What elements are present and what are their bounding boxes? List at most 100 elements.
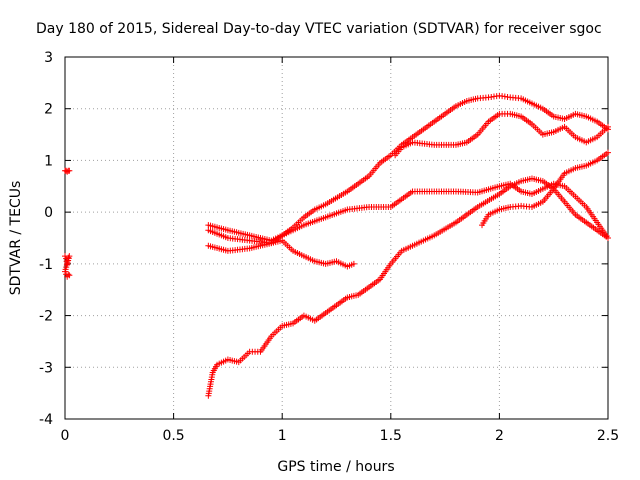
trace-point [298,223,305,230]
chart-title: Day 180 of 2015, Sidereal Day-to-day VTE… [36,21,602,37]
trace-point [494,207,501,214]
trace-point [472,95,479,102]
trace-point [254,348,261,355]
trace-point [385,203,392,210]
y-tick-labels: -4 -3 -2 -1 0 1 2 3 [39,50,53,428]
trace-point [342,207,349,214]
trace-point [549,187,556,194]
trace-point [570,166,577,173]
x-tick-label: 2 [495,428,504,444]
y-tick-label: -4 [39,412,53,428]
axis-ticks [64,56,609,420]
y-tick-label: -3 [39,360,53,376]
trace-point [244,237,251,244]
trace-point [364,285,371,292]
trace-point [375,277,382,284]
trace-point [472,205,479,212]
trace-point [537,186,544,193]
trace-point [266,335,273,342]
trace-point [320,311,327,318]
trace-point [548,129,555,136]
trace-point [309,207,316,214]
trace-point [288,246,295,253]
x-tick-label: 1.5 [380,428,402,444]
trace-point [482,94,489,101]
x-axis-title: GPS time / hours [277,459,394,475]
trace-point [375,161,382,168]
trace-point [277,238,284,245]
trace-point [244,350,251,357]
trace-point [516,187,523,194]
trace-point [244,245,251,252]
y-tick-label: 1 [44,153,53,169]
trace-point [429,233,436,240]
trace-point [298,252,305,259]
data-point [65,271,72,278]
trace-point [505,184,512,191]
trace-point [461,98,468,105]
trace-point [386,262,393,269]
trace-point [538,129,545,136]
trace-point [537,177,544,184]
y-tick-label: -2 [39,309,53,325]
trace-point [209,371,216,378]
data-point [66,272,73,279]
trace-point [570,132,577,139]
y-tick-label: -1 [39,257,53,273]
trace-point [570,209,577,216]
trace-point [450,141,457,148]
trace-point [299,216,306,223]
x-tick-label: 1 [278,428,287,444]
trace-point [212,363,219,370]
trace-point [450,220,457,227]
trace-point [505,204,512,211]
trace-point [233,358,240,365]
trace-point [309,257,316,264]
trace-point [353,292,360,299]
trace-point [515,179,522,186]
trace-point [222,234,229,241]
grid-lines [65,57,608,419]
trace-point [527,119,534,126]
trace-point [559,182,566,189]
trace-point [504,93,511,100]
y-axis-title: SDTVAR / TECUs [8,181,24,296]
y-tick-label: 3 [44,50,53,66]
x-tick-label: 0 [61,428,70,444]
trace-point [581,218,588,225]
trace-point [407,189,414,196]
series-sat-a [205,92,611,244]
trace-point [331,303,338,310]
trace-point [484,213,491,220]
trace-point [581,163,588,170]
trace-point [451,104,458,111]
series-sat-b [392,110,611,159]
trace-point [222,357,229,364]
series-sat-e [205,175,611,399]
trace-point [397,146,404,153]
series-sat-g [62,167,73,175]
trace-point [493,93,500,100]
trace-point [407,243,414,250]
trace-point [320,215,327,222]
y-tick-label: 2 [44,102,53,118]
trace-point [396,197,403,204]
trace-point [429,119,436,126]
trace-point [570,111,577,118]
trace-point [494,112,501,119]
trace-point [320,202,327,209]
trace-point [342,189,349,196]
trace-point [526,190,533,197]
trace-point [244,231,251,238]
x-tick-labels: 0 0.5 1 1.5 2 2.5 [61,428,620,444]
x-tick-label: 0.5 [162,428,184,444]
series-sat-f [479,149,611,229]
data-points [62,92,611,399]
trace-point [222,226,229,233]
plot-frame [64,56,609,420]
trace-point [603,233,610,240]
trace-point [287,320,294,327]
trace-point [537,199,544,206]
trace-point [526,99,533,106]
